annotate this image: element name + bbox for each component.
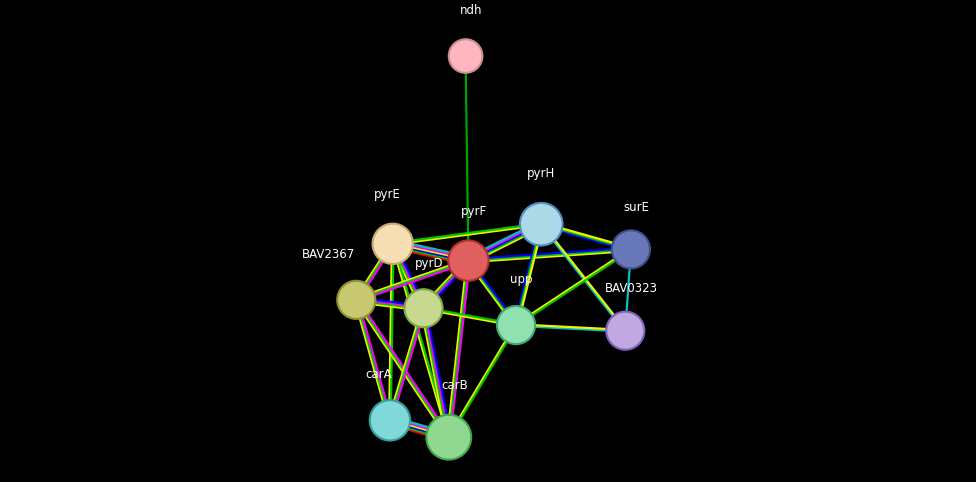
Text: pyrE: pyrE (374, 188, 400, 201)
Text: surE: surE (624, 201, 649, 214)
Text: upp: upp (510, 273, 533, 286)
Text: carB: carB (441, 379, 468, 392)
Circle shape (449, 39, 482, 73)
Circle shape (373, 224, 413, 264)
Circle shape (404, 289, 442, 327)
Circle shape (448, 241, 489, 281)
Circle shape (612, 230, 650, 268)
Text: BAV0323: BAV0323 (604, 282, 658, 295)
Text: pyrH: pyrH (527, 167, 555, 180)
Circle shape (520, 203, 562, 245)
Circle shape (427, 415, 471, 459)
Text: ndh: ndh (460, 4, 482, 17)
Text: BAV2367: BAV2367 (302, 248, 355, 261)
Circle shape (370, 400, 410, 441)
Circle shape (606, 312, 644, 350)
Text: carA: carA (365, 368, 392, 381)
Circle shape (497, 306, 535, 344)
Text: pyrF: pyrF (461, 205, 487, 218)
Circle shape (338, 281, 376, 319)
Text: pyrD: pyrD (415, 256, 443, 269)
